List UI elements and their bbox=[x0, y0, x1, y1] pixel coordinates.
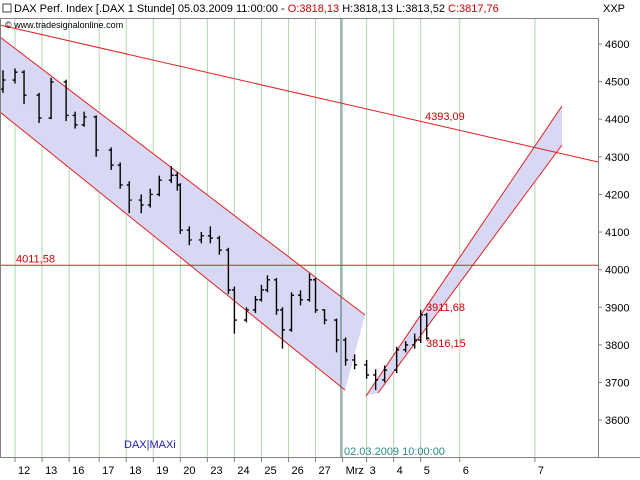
icon bbox=[2, 3, 12, 13]
ohlc-bar bbox=[279, 307, 285, 349]
marker-label: 02.03.2009 10:00:00 bbox=[344, 446, 445, 458]
channel-line bbox=[377, 144, 563, 394]
x-tick-label: 7 bbox=[538, 465, 544, 477]
ohlc-bar bbox=[225, 247, 231, 295]
ohlc-bar bbox=[36, 92, 42, 123]
y-tick-label: 4400 bbox=[605, 114, 629, 126]
ohlc-bar bbox=[231, 286, 237, 334]
ohlc-bar bbox=[216, 235, 222, 255]
source: © www.tradesignalonline.com bbox=[5, 20, 123, 30]
y-tick-label: 4200 bbox=[605, 189, 629, 201]
header-title: DAX Perf. Index [.DAX 1 Stunde] 05.03.20… bbox=[14, 3, 285, 15]
channel-line bbox=[0, 36, 366, 316]
ohlc-bar bbox=[322, 309, 328, 325]
ohlc-bar bbox=[126, 181, 132, 214]
ohlc-bar bbox=[48, 77, 54, 120]
ohlc-bar bbox=[138, 194, 144, 214]
y-tick-label: 3600 bbox=[605, 415, 629, 427]
x-tick-label: 23 bbox=[210, 465, 222, 477]
header-open: O:3818,13 bbox=[288, 3, 339, 15]
x-tick-label: 13 bbox=[45, 465, 57, 477]
x-tick-label: 12 bbox=[18, 465, 30, 477]
ohlc-bar bbox=[364, 359, 370, 379]
ohlc-bar bbox=[63, 79, 69, 122]
y-tick-label: 4300 bbox=[605, 152, 629, 164]
ohlc-bar bbox=[252, 295, 258, 313]
ohlc-bar bbox=[373, 369, 379, 391]
ohlc-bar bbox=[186, 226, 192, 246]
ohlc-bar bbox=[273, 277, 279, 315]
x-tick-label: 24 bbox=[237, 465, 249, 477]
ohlc-bar bbox=[382, 365, 388, 383]
ohlc-bar bbox=[147, 188, 153, 208]
y-tick-label: 3900 bbox=[605, 302, 629, 314]
ohlc-bar bbox=[177, 183, 183, 234]
x-tick-label: 20 bbox=[183, 465, 195, 477]
ohlc-bar bbox=[198, 232, 204, 244]
y-tick-label: 4100 bbox=[605, 227, 629, 239]
y-tick-label: 4000 bbox=[605, 265, 629, 277]
y-tick-label: 4500 bbox=[605, 77, 629, 89]
channel-line bbox=[365, 105, 563, 397]
ohlc-bar bbox=[81, 111, 87, 127]
x-tick-label: 4 bbox=[397, 465, 403, 477]
y-tick-label: 3800 bbox=[605, 340, 629, 352]
x-tick-label: Mrz bbox=[346, 465, 364, 477]
ohlc-bar bbox=[343, 337, 349, 366]
annotation: 3911,68 bbox=[426, 302, 465, 314]
y-tick-label: 4600 bbox=[605, 39, 629, 51]
ohlc-bar bbox=[108, 147, 114, 170]
ohlc-bar bbox=[334, 318, 340, 353]
channel-line bbox=[0, 111, 346, 391]
x-tick-label: 26 bbox=[291, 465, 303, 477]
ohlc-bar bbox=[207, 226, 213, 244]
ohlc-bar bbox=[313, 277, 319, 313]
ohlc-bar bbox=[258, 284, 264, 302]
annotation: 3816,15 bbox=[426, 338, 466, 350]
ohlc-bar bbox=[21, 70, 27, 105]
x-tick-label: 16 bbox=[72, 465, 84, 477]
ohlc-bar bbox=[307, 273, 313, 302]
x-tick-label: 18 bbox=[129, 465, 141, 477]
x-tick-label: 19 bbox=[156, 465, 168, 477]
x-tick-label: 17 bbox=[102, 465, 114, 477]
x-tick-label: 25 bbox=[264, 465, 276, 477]
ohlc-bar bbox=[264, 275, 270, 293]
ohlc-bar bbox=[156, 175, 162, 197]
trend-line bbox=[0, 24, 599, 163]
annotation: 4393,09 bbox=[425, 111, 465, 123]
channel-fill bbox=[0, 37, 365, 390]
x-tick-label: 3 bbox=[370, 465, 376, 477]
ohlc-bar bbox=[424, 312, 430, 340]
ohlc-bar bbox=[168, 166, 174, 184]
ohlc-bar bbox=[93, 115, 99, 157]
watermark: DAX|MAXi bbox=[124, 439, 176, 451]
ohlc-bar bbox=[412, 333, 418, 349]
ohlc-bar bbox=[418, 309, 424, 344]
ohlc-bar bbox=[298, 290, 304, 306]
ohlc-bar bbox=[117, 162, 123, 189]
plot-layer: 4011,58 4393,09 3911,68 3816,15 bbox=[0, 68, 598, 391]
level-label: 4011,58 bbox=[16, 253, 55, 265]
header-hl: H:3818,13 L:3813,52 bbox=[342, 3, 445, 15]
header-close: C:3817,76 bbox=[448, 3, 499, 15]
ohlc-bar bbox=[352, 354, 358, 370]
corner-label: XXP bbox=[603, 3, 625, 15]
x-tick-label: 5 bbox=[424, 465, 430, 477]
ohlc-bar bbox=[12, 68, 18, 84]
ohlc-bar bbox=[243, 307, 249, 323]
header: DAX Perf. Index [.DAX 1 Stunde] 05.03.20… bbox=[14, 3, 499, 15]
x-tick-label: 27 bbox=[319, 465, 331, 477]
y-tick-label: 3700 bbox=[605, 378, 629, 390]
x-tick-label: 6 bbox=[463, 465, 469, 477]
ohlc-bar bbox=[403, 341, 409, 353]
ohlc-bar bbox=[288, 292, 294, 332]
ohlc-bar bbox=[394, 346, 400, 374]
ohlc-bar bbox=[72, 111, 78, 129]
